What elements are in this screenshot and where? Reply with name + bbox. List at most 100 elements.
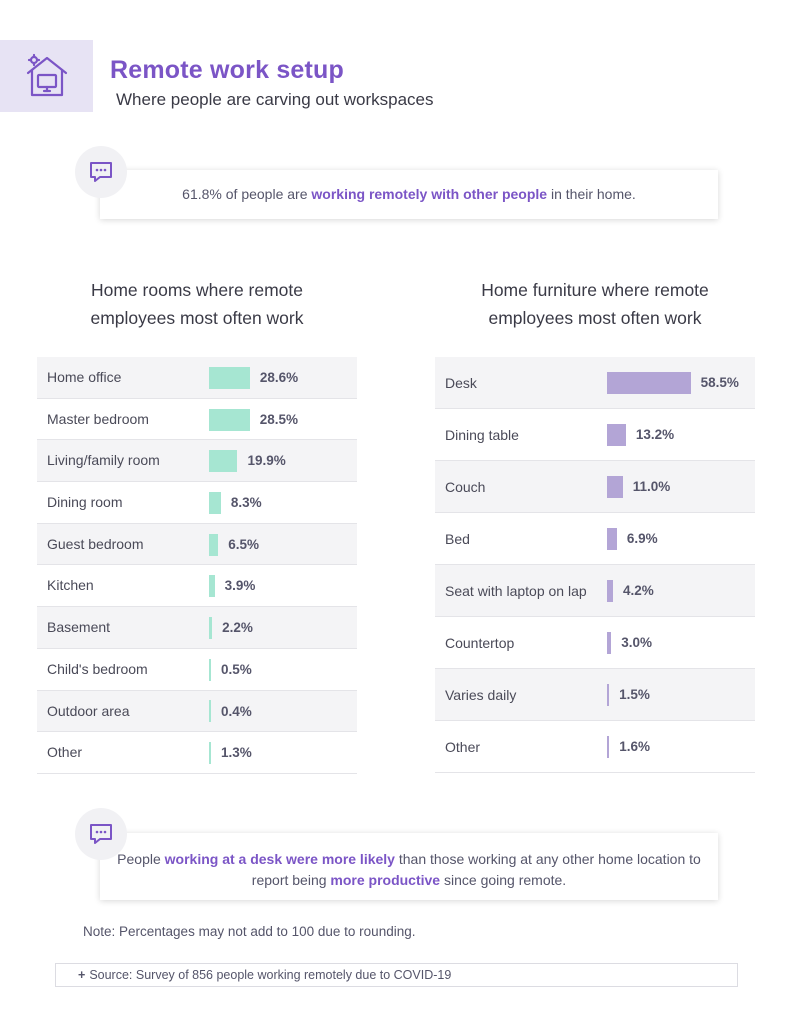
table-row: Countertop 3.0% [435,617,755,669]
furniture-chart: Desk 58.5% Dining table 13.2% Couch 11.0% Bed 6… [435,357,755,773]
bar [209,450,238,473]
header-icon-box [0,40,93,112]
rooms-chart-title-line-1: Home rooms where remote [90,280,304,300]
value-label: 1.6% [619,739,651,754]
category-label: Dining room [47,494,123,511]
value-label: 1.3% [221,745,252,761]
callout-top-text-before: 61.8% of people are [182,186,312,202]
value-label: 8.3% [230,495,262,511]
category-label: Desk [445,375,477,391]
table-row: Seat with laptop on lap 4.2% [435,565,755,617]
bar [607,632,612,654]
rooms-chart-title-line-2: employees most often work [90,308,304,328]
category-label: Child's bedroom [47,660,148,677]
callout-top: 61.8% of people are working remotely wit… [100,170,718,219]
category-label: Other [445,739,481,755]
value-label: 11.0% [632,479,671,494]
expand-plus-icon[interactable]: + [78,968,86,982]
category-label: Guest bedroom [47,535,144,552]
chat-bubble-badge-top [75,146,127,198]
table-row: Desk 58.5% [435,357,755,409]
rounding-note: Note: Percentages may not add to 100 due… [83,924,416,939]
value-label: 28.6% [259,370,299,385]
category-label: Varies daily [445,687,517,703]
rooms-chart-title: Home rooms where remote employees most o… [37,276,357,332]
callout-bottom: People working at a desk were more likel… [100,833,718,900]
value-label: 28.5% [259,411,299,427]
table-row: Other 1.6% [435,721,755,773]
category-label: Home office [47,369,122,385]
furniture-chart-title-line-1: Home furniture where remote [481,280,709,300]
callout-bottom-highlight-2: more productive [330,872,441,888]
category-label: Dining table [445,427,519,443]
chat-bubble-badge-bottom [75,808,127,860]
value-label: 0.4% [221,703,252,719]
value-label: 58.5% [700,375,739,390]
table-row: Other 1.3% [37,732,357,774]
value-label: 13.2% [635,427,675,442]
callout-top-text-after: in their home. [547,186,636,202]
bar [209,575,215,598]
home-office-icon [26,53,67,97]
category-label: Seat with laptop on lap [445,583,587,599]
value-label: 6.9% [626,531,658,546]
table-row: Living/family room 19.9% [37,440,357,483]
bar [209,658,211,681]
callout-bottom-highlight-1: working at a desk were more likely [164,851,395,867]
category-label: Bed [445,531,470,547]
bar [209,742,211,765]
category-label: Kitchen [47,577,94,594]
category-label: Other [47,744,83,761]
bar [209,616,213,639]
category-label: Outdoor area [47,702,130,719]
bar [209,491,221,514]
table-row: Master bedroom 28.5% [37,399,357,441]
bar [607,528,617,550]
bar [607,372,691,394]
bar [209,700,211,723]
furniture-chart-title: Home furniture where remote employees mo… [435,276,755,332]
page-title: Remote work setup [110,56,345,84]
furniture-chart-title-line-2: employees most often work [488,308,702,328]
callout-top-highlight: working remotely with other people [311,186,548,202]
bar [209,366,250,389]
category-label: Master bedroom [47,410,149,427]
category-label: Countertop [445,635,515,651]
bar [607,424,626,446]
value-label: 19.9% [247,453,286,469]
source-text: Source: Survey of 856 people working rem… [89,968,452,982]
table-row: Couch 11.0% [435,461,755,513]
source-box[interactable]: + Source: Survey of 856 people working re… [55,963,738,987]
table-row: Bed 6.9% [435,513,755,565]
table-row: Guest bedroom 6.5% [37,523,357,566]
value-label: 3.0% [621,635,653,650]
value-label: 3.9% [224,578,256,594]
rooms-chart: Home office 28.6% Master bedroom 28.5% Livin… [37,357,357,774]
chat-bubble-icon [90,824,112,844]
chat-bubble-icon [90,162,112,182]
category-label: Basement [47,619,111,636]
callout-bottom-text-3: since going remote. [440,872,567,888]
value-label: 0.5% [221,661,252,677]
callout-bottom-text-1: People [117,851,165,867]
value-label: 1.5% [619,687,650,702]
bar [607,736,610,758]
bar [209,533,219,556]
table-row: Child's bedroom 0.5% [37,649,357,691]
category-label: Living/family room [47,452,160,469]
value-label: 6.5% [228,536,260,552]
bar [607,580,613,602]
bar [607,684,610,706]
table-row: Dining table 13.2% [435,409,755,461]
bar [209,408,250,431]
table-row: Dining room 8.3% [37,482,357,524]
table-row: Outdoor area 0.4% [37,690,357,733]
table-row: Basement 2.2% [37,607,357,649]
page-subtitle: Where people are carving out workspaces [116,90,434,109]
value-label: 4.2% [623,583,654,598]
category-label: Couch [445,479,486,495]
table-row: Kitchen 3.9% [37,565,357,608]
table-row: Varies daily 1.5% [435,669,755,721]
value-label: 2.2% [222,620,253,636]
callout-bottom-text-2: than those working at any other home loc… [251,851,701,888]
